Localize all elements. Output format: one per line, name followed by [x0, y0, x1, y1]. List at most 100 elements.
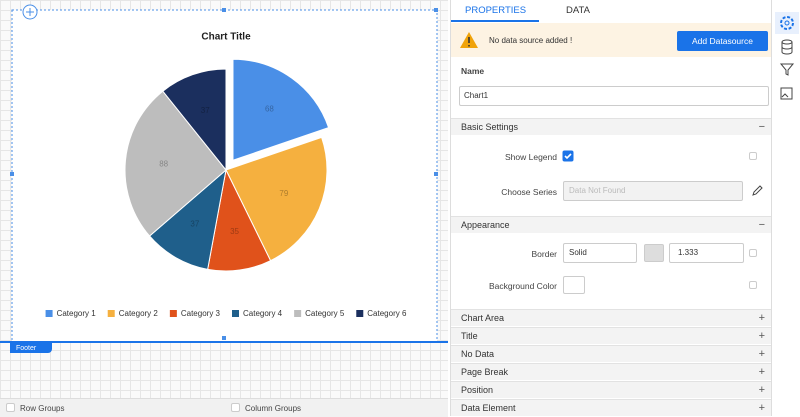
legend-marker	[356, 310, 364, 317]
legend-marker	[169, 310, 177, 317]
border-width-input[interactable]: 1.333	[669, 243, 744, 263]
warning-bar: No data source added ! Add Datasource	[451, 23, 771, 57]
icon-strip	[771, 0, 800, 416]
collapse-icon: −	[758, 219, 765, 231]
name-label: Name	[461, 66, 485, 76]
tab-data[interactable]: DATA	[566, 5, 590, 16]
resize-handle[interactable]	[222, 8, 226, 12]
tab-properties[interactable]: PROPERTIES	[465, 5, 527, 16]
field-label: Choose Series	[501, 187, 557, 197]
expand-icon: +	[758, 402, 765, 414]
section-title: Chart Area	[461, 313, 505, 323]
legend-label: Category 5	[305, 309, 345, 318]
bottom-bar: Row Groups Column Groups	[0, 398, 448, 417]
column-groups-icon	[231, 403, 240, 412]
row-groups[interactable]: Row Groups	[20, 404, 65, 413]
resize-handle[interactable]	[10, 172, 14, 176]
legend-marker	[232, 310, 239, 317]
chart: Footer Chart Title 68 79 35 37 88 37 Category …	[0, 4, 448, 353]
section-header[interactable]: No Data +	[451, 345, 771, 362]
properties-panel: PROPERTIES DATA No data source added ! A…	[450, 0, 771, 416]
image-icon[interactable]	[780, 87, 793, 100]
section-title: Basic Settings	[461, 122, 519, 132]
expand-icon: +	[758, 312, 765, 324]
border-color[interactable]	[644, 244, 664, 262]
checkbox[interactable]	[749, 152, 757, 160]
database-body	[781, 42, 793, 55]
settings-icon[interactable]	[775, 12, 799, 34]
section-title: Data Element	[461, 403, 516, 413]
section-title: Page Break	[461, 367, 509, 377]
legend-label: Category 6	[367, 309, 407, 318]
field-label: Background Color	[488, 281, 557, 291]
checkmark	[564, 153, 572, 160]
section-title: No Data	[461, 349, 495, 359]
data-label: 35	[230, 227, 239, 236]
section-header[interactable]: Title +	[451, 327, 771, 344]
section-header[interactable]: Position +	[451, 381, 771, 398]
border-style-select[interactable]: Solid	[563, 243, 637, 263]
legend-label: Category 3	[181, 309, 221, 318]
pie-slice[interactable]	[162, 68, 227, 172]
checkbox[interactable]	[749, 249, 757, 257]
background-color[interactable]	[563, 276, 585, 294]
legend-marker	[294, 310, 302, 317]
legend-marker	[45, 310, 53, 317]
design-canvas: Footer Chart Title 68 79 35 37 88 37 Category …	[0, 0, 448, 398]
gear-center	[784, 20, 790, 26]
section-header[interactable]: Chart Area +	[451, 309, 771, 326]
legend-label: Category 1	[57, 309, 97, 318]
footer-tab[interactable]	[10, 342, 52, 353]
section-title: Appearance	[461, 220, 510, 230]
database-icon[interactable]	[781, 39, 793, 45]
show-legend-checkbox[interactable]	[562, 150, 574, 162]
legend-label: Category 2	[119, 309, 159, 318]
tab-underline	[451, 20, 539, 22]
move-icon	[26, 8, 34, 16]
edit-icon[interactable]	[751, 185, 763, 197]
column-groups[interactable]: Column Groups	[245, 404, 302, 413]
section-title: Position	[461, 385, 494, 395]
legend-marker	[107, 310, 115, 317]
name-input[interactable]: Chart1	[459, 86, 769, 106]
chart-title: Chart Title	[201, 32, 251, 43]
resize-handle[interactable]	[434, 172, 438, 176]
icons	[775, 12, 799, 100]
expand-icon: +	[758, 384, 765, 396]
pie-slice[interactable]	[232, 58, 330, 161]
data-label: 37	[201, 106, 210, 115]
gear	[780, 16, 794, 30]
pie-slice[interactable]	[225, 136, 328, 262]
legend-label: Category 4	[243, 309, 283, 318]
data-label: 68	[265, 104, 274, 113]
field-label: Border	[531, 249, 557, 259]
resize-handle[interactable]	[222, 336, 226, 340]
collapse-icon: −	[758, 121, 765, 133]
add-datasource-button[interactable]: Add Datasource	[677, 31, 768, 51]
expand-icon: +	[758, 366, 765, 378]
data-label: 37	[190, 219, 199, 228]
expand-icon: +	[758, 330, 765, 342]
warning-icon	[460, 32, 478, 48]
section-header[interactable]: Page Break +	[451, 363, 771, 380]
legend: Category 1 Category 2 Category 3 Category 4…	[45, 309, 407, 318]
data-label: 88	[159, 159, 168, 168]
expand-icon: +	[758, 348, 765, 360]
section-header[interactable]: Data Element +	[451, 399, 771, 416]
footer-label: Footer	[16, 345, 37, 352]
series-dropdown[interactable]: Data Not Found	[563, 181, 743, 201]
data-label: 79	[279, 189, 288, 198]
image-detail	[781, 93, 789, 98]
field-label: Show Legend	[505, 152, 557, 162]
row-groups-icon	[6, 403, 15, 412]
section-header[interactable]: Basic Settings −	[451, 118, 771, 135]
resize-handle[interactable]	[434, 8, 438, 12]
pie-slice[interactable]	[148, 168, 227, 270]
section-title: Title	[461, 331, 478, 341]
filter-icon[interactable]	[779, 63, 795, 76]
checkbox[interactable]	[749, 281, 757, 289]
section-header[interactable]: Appearance −	[451, 216, 771, 233]
warning-message: No data source added !	[489, 36, 573, 45]
pie-slice[interactable]	[124, 90, 227, 237]
